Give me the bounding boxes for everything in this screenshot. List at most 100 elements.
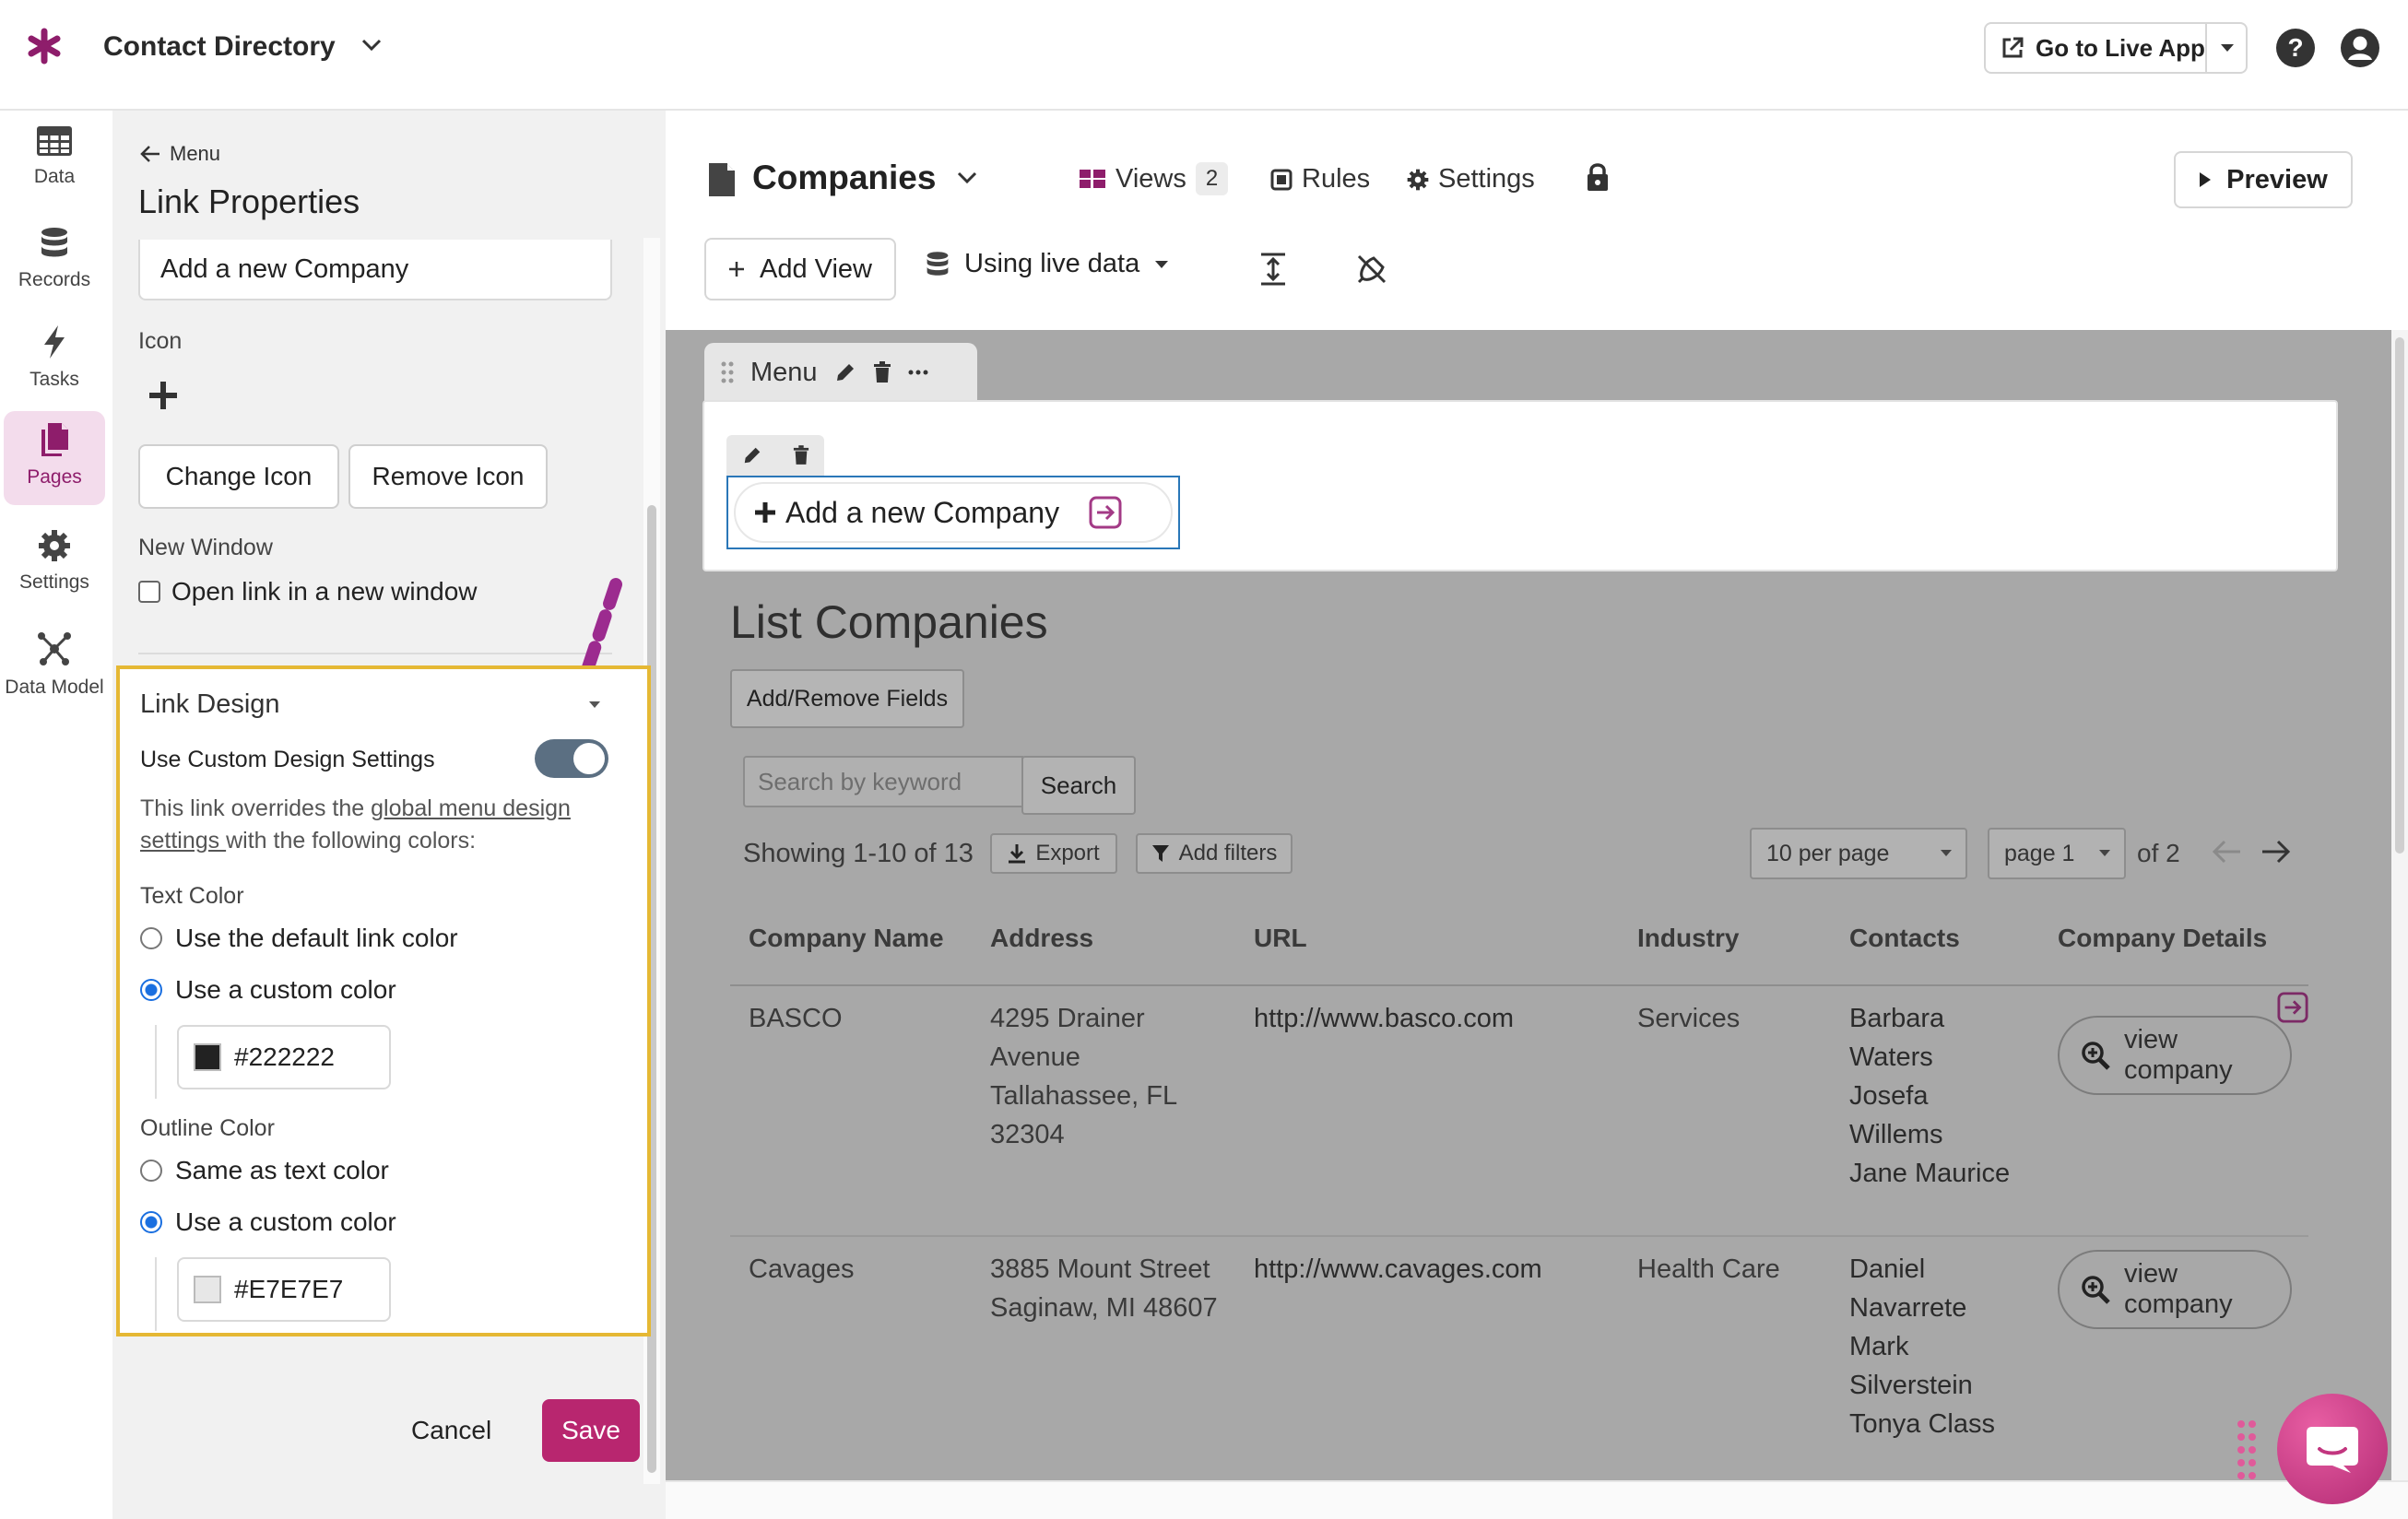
nav-label-data-model: Data Model	[5, 677, 104, 698]
search-button[interactable]: Search	[1021, 756, 1136, 815]
trash-icon[interactable]	[793, 445, 809, 465]
cancel-button[interactable]: Cancel	[411, 1416, 492, 1444]
rules-icon	[1270, 169, 1293, 191]
checkbox-unchecked-icon	[138, 581, 160, 603]
new-window-checkbox[interactable]: Open link in a new window	[138, 577, 478, 606]
text-color-custom-radio[interactable]: Use a custom color	[140, 975, 396, 1005]
view-company-button[interactable]: view company	[2058, 1016, 2292, 1095]
link-text-value: Add a new Company	[160, 253, 409, 284]
url-cell[interactable]: http://www.basco.com	[1254, 1004, 1515, 1033]
new-window-checkbox-label: Open link in a new window	[171, 577, 478, 606]
contact-name[interactable]: Mark	[1849, 1332, 1909, 1361]
next-page-arrow-icon[interactable]	[2260, 839, 2292, 865]
custom-design-toggle[interactable]	[535, 739, 608, 778]
outline-custom-radio[interactable]: Use a custom color	[140, 1207, 396, 1237]
pencil-icon[interactable]	[834, 361, 856, 383]
page-select[interactable]: page 1	[1988, 828, 2126, 879]
chevron-down-icon[interactable]	[955, 170, 979, 186]
save-button[interactable]: Save	[542, 1399, 640, 1462]
settings-tab[interactable]: Settings	[1407, 164, 1535, 194]
canvas-scrollbar[interactable]	[2391, 330, 2408, 1480]
live-app-menu-button[interactable]	[2205, 22, 2248, 74]
table-row: Cavages 3885 Mount Street Saginaw, MI 48…	[730, 1237, 2308, 1480]
back-to-menu-link[interactable]: Menu	[140, 142, 220, 166]
contact-name[interactable]: Tonya Class	[1849, 1409, 1995, 1439]
column-header-company-details[interactable]: Company Details	[2058, 924, 2268, 952]
menu-view-tab[interactable]: Menu	[704, 343, 977, 402]
page-title[interactable]: Companies	[752, 159, 937, 196]
app-title[interactable]: Contact Directory	[103, 31, 336, 62]
go-to-live-app-button[interactable]: Go to Live App	[1984, 22, 2248, 74]
nav-item-pages[interactable]: Pages	[4, 411, 105, 505]
change-icon-button[interactable]: Change Icon	[138, 444, 339, 509]
drag-handle-icon[interactable]	[721, 361, 734, 383]
link-design-title[interactable]: Link Design	[140, 689, 280, 719]
add-company-menu-link[interactable]: Add a new Company	[726, 476, 1180, 549]
bolt-icon	[41, 324, 67, 359]
help-icon[interactable]: ?	[2275, 28, 2316, 68]
collapse-caret-icon[interactable]	[588, 701, 601, 710]
text-color-swatch[interactable]	[194, 1043, 221, 1071]
contact-name[interactable]: Navarrete	[1849, 1293, 1967, 1323]
remove-icon-button[interactable]: Remove Icon	[348, 444, 548, 509]
contact-name[interactable]: Daniel	[1849, 1254, 1926, 1284]
open-link-arrow-icon	[1089, 496, 1122, 529]
expand-height-icon[interactable]	[1259, 253, 1287, 286]
plus-icon	[148, 380, 179, 411]
nav-item-data[interactable]: Data	[4, 124, 105, 205]
contact-name[interactable]: Willems	[1849, 1120, 1943, 1149]
contact-name[interactable]: Silverstein	[1849, 1371, 1973, 1400]
global-menu-design-settings-link[interactable]: global menu design settings	[140, 795, 571, 854]
contact-name[interactable]: Waters	[1849, 1042, 1933, 1072]
add-view-button[interactable]: Add View	[704, 238, 896, 300]
view-company-label: view company	[2124, 1025, 2233, 1085]
rules-tab[interactable]: Rules	[1270, 164, 1370, 194]
add-filters-button[interactable]: Add filters	[1136, 833, 1293, 874]
column-header-url[interactable]: URL	[1254, 924, 1307, 952]
more-options-icon[interactable]	[908, 370, 928, 375]
search-input[interactable]: Search by keyword	[743, 756, 1023, 807]
pencil-icon[interactable]	[742, 445, 762, 465]
contact-name[interactable]: Josefa	[1849, 1081, 1929, 1111]
outline-same-radio[interactable]: Same as text color	[140, 1156, 389, 1185]
user-avatar-icon[interactable]	[2340, 28, 2380, 68]
nav-item-data-model[interactable]: Data Model	[0, 629, 109, 717]
page-value: page 1	[2004, 840, 2075, 866]
per-page-select[interactable]: 10 per page	[1750, 828, 1967, 879]
column-header-industry[interactable]: Industry	[1637, 924, 1740, 952]
export-button[interactable]: Export	[990, 833, 1117, 874]
text-color-default-radio[interactable]: Use the default link color	[140, 924, 458, 953]
design-off-icon[interactable]	[1355, 253, 1388, 286]
contact-name[interactable]: Jane Maurice	[1849, 1159, 2011, 1188]
text-color-input[interactable]: #222222	[177, 1025, 391, 1089]
url-cell[interactable]: http://www.cavages.com	[1254, 1254, 1542, 1284]
column-header-company-name[interactable]: Company Name	[749, 924, 944, 952]
column-header-address[interactable]: Address	[990, 924, 1094, 952]
chat-button[interactable]	[2277, 1394, 2388, 1504]
outline-color-input[interactable]: #E7E7E7	[177, 1257, 391, 1322]
outline-color-swatch[interactable]	[194, 1276, 221, 1303]
add-remove-fields-button[interactable]: Add/Remove Fields	[730, 669, 964, 728]
view-company-button[interactable]: view company	[2058, 1250, 2292, 1329]
column-header-contacts[interactable]: Contacts	[1849, 924, 1960, 952]
nav-item-records[interactable]: Records	[4, 225, 105, 306]
override-text-1: This link overrides the	[140, 795, 372, 821]
chat-drag-handle-icon[interactable]	[2237, 1419, 2257, 1480]
canvas-bottom-strip	[666, 1480, 2408, 1519]
open-link-arrow-icon[interactable]	[2277, 992, 2308, 1023]
link-text-input[interactable]: Add a new Company	[138, 240, 612, 300]
lock-icon[interactable]	[1586, 162, 1610, 192]
prev-page-arrow-icon[interactable]	[2211, 839, 2242, 865]
views-tab[interactable]: Views 2	[1079, 162, 1229, 195]
override-note: This link overrides the global menu desi…	[140, 793, 610, 857]
nav-item-tasks[interactable]: Tasks	[4, 323, 105, 404]
app-logo-icon[interactable]	[28, 28, 61, 65]
contact-name[interactable]: Barbara	[1849, 1004, 1945, 1033]
trash-icon[interactable]	[873, 361, 891, 383]
chevron-down-icon[interactable]	[360, 37, 384, 53]
contacts-cell: Daniel Navarrete Mark Silverstein Tonya …	[1849, 1250, 1995, 1443]
page-file-icon	[708, 162, 736, 197]
live-data-dropdown[interactable]: Using live data	[926, 249, 1169, 279]
preview-button[interactable]: Preview	[2174, 151, 2353, 208]
nav-item-settings[interactable]: Settings	[4, 527, 105, 608]
